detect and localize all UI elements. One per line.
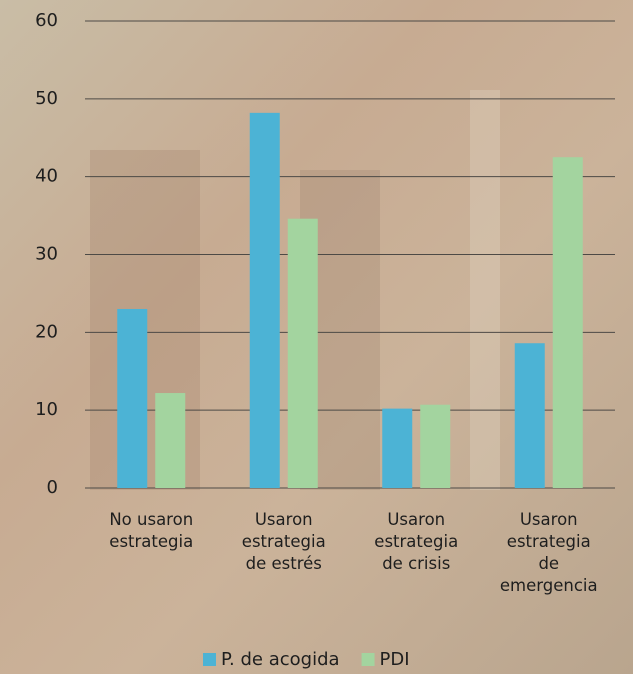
bar — [287, 218, 318, 489]
bar — [552, 157, 583, 489]
y-tick-label: 0 — [47, 477, 58, 498]
y-tick-label: 30 — [35, 244, 58, 265]
x-tick-label: Usaron estrategia de crisis — [374, 510, 459, 573]
bar — [514, 343, 545, 488]
y-tick-label: 60 — [35, 10, 58, 31]
legend-label: P. de acogida — [221, 649, 340, 670]
legend-swatch — [203, 653, 216, 666]
bar — [117, 308, 148, 488]
x-tick-label: No usaron estrategia — [109, 510, 194, 551]
bar — [155, 393, 186, 488]
y-tick-label: 50 — [35, 88, 58, 109]
bar — [420, 404, 451, 488]
legend-swatch — [361, 653, 375, 666]
y-tick-label: 20 — [35, 321, 58, 342]
legend-label: PDI — [380, 649, 410, 670]
bar — [249, 112, 280, 489]
x-tick-label: Usaron estrategia de emergencia — [499, 510, 598, 595]
x-tick-label: Usaron estrategia de estrés — [241, 510, 326, 573]
background-shape — [470, 90, 500, 490]
y-tick-label: 10 — [35, 399, 58, 420]
bar — [382, 408, 413, 488]
y-tick-label: 40 — [35, 166, 58, 187]
